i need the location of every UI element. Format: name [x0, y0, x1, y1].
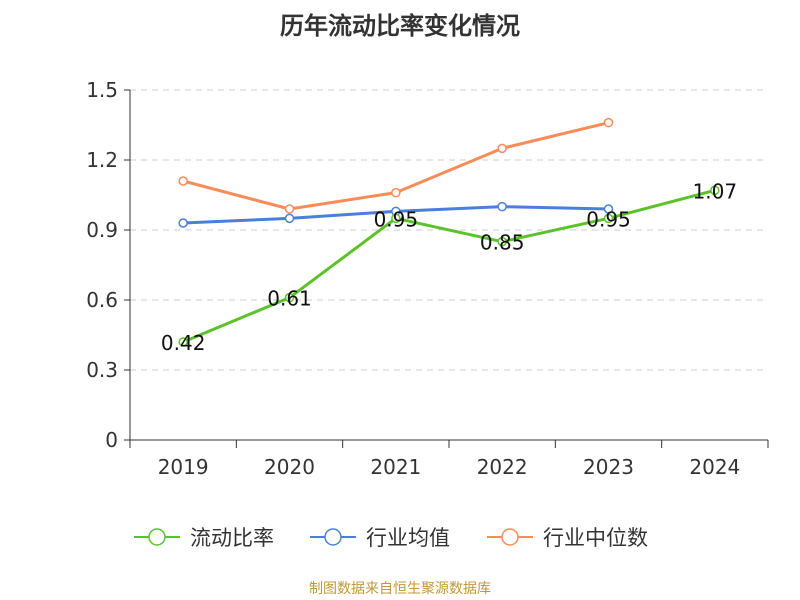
legend-marker [148, 528, 166, 546]
legend-marker [501, 528, 519, 546]
data-point [497, 236, 507, 247]
legend-marker [324, 528, 342, 546]
data-point [710, 185, 720, 196]
data-label: 0.95 [586, 207, 631, 231]
chart-title: 历年流动比率变化情况 [280, 12, 520, 40]
data-point [603, 204, 614, 214]
data-label: 0.42 [161, 331, 206, 355]
series-line-0 [182, 188, 716, 344]
y-tick-label: 0 [105, 428, 118, 452]
data-point [497, 201, 507, 212]
source-note: 制图数据来自恒生聚源数据库 [309, 581, 491, 597]
x-tick-label: 2021 [370, 455, 421, 479]
data-point [497, 143, 507, 154]
x-tick-label: 2020 [264, 455, 315, 479]
data-point [284, 213, 295, 224]
legend-label: 行业均值 [366, 526, 450, 550]
data-label: 0.61 [267, 287, 312, 311]
x-tick-label: 2024 [689, 455, 740, 479]
x-tick-label: 2019 [158, 455, 209, 479]
x-tick-label: 2023 [583, 455, 634, 479]
y-tick-label: 0.6 [86, 288, 118, 312]
data-point [284, 204, 295, 214]
data-point [391, 213, 401, 224]
y-tick-label: 1.5 [86, 78, 118, 102]
data-label: 0.85 [480, 231, 525, 255]
data-point [178, 337, 188, 347]
data-label: 0.95 [374, 207, 419, 231]
data-point [178, 176, 188, 186]
legend-label: 行业中位数 [543, 526, 648, 550]
data-point [603, 213, 614, 224]
y-tick-label: 0.9 [86, 218, 118, 242]
y-tick-label: 1.2 [86, 148, 118, 172]
data-point [284, 292, 295, 303]
data-label: 1.07 [693, 179, 738, 203]
x-tick-label: 2022 [477, 455, 528, 479]
legend-label: 流动比率 [190, 526, 274, 550]
data-point [603, 117, 614, 128]
data-point [391, 187, 401, 198]
data-point [178, 218, 188, 228]
y-tick-label: 0.3 [86, 358, 118, 382]
